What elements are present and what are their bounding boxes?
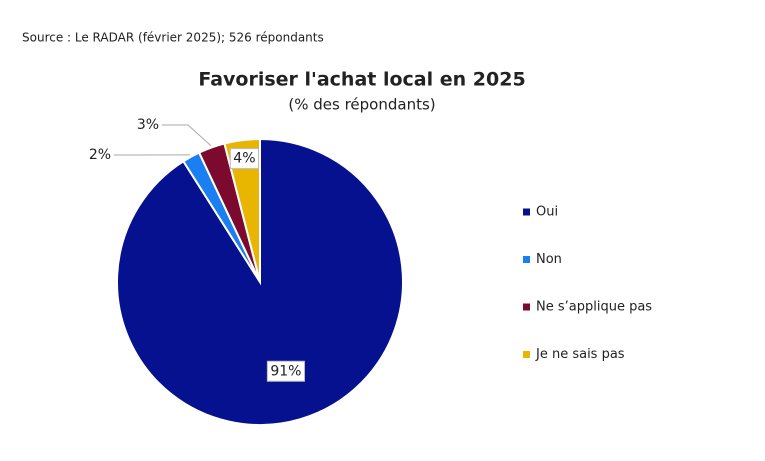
legend-label: Je ne sais pas bbox=[535, 347, 625, 362]
data-label: 4% bbox=[233, 151, 255, 167]
data-label: 3% bbox=[137, 117, 159, 133]
data-label: 91% bbox=[270, 363, 301, 379]
legend-label: Oui bbox=[536, 205, 558, 220]
legend-label: Ne s’applique pas bbox=[536, 300, 652, 315]
chart-title: Favoriser l'achat local en 2025 bbox=[198, 69, 525, 91]
legend-swatch bbox=[523, 351, 530, 358]
source: Source : Le RADAR (février 2025); 526 ré… bbox=[22, 31, 324, 45]
legend-swatch bbox=[523, 304, 530, 311]
chart-subtitle: (% des répondants) bbox=[288, 96, 435, 114]
legend-swatch bbox=[523, 256, 530, 263]
legend-swatch bbox=[523, 209, 530, 216]
legend-label: Non bbox=[536, 252, 562, 267]
leader-line bbox=[162, 125, 211, 146]
data-label: 2% bbox=[89, 147, 111, 163]
